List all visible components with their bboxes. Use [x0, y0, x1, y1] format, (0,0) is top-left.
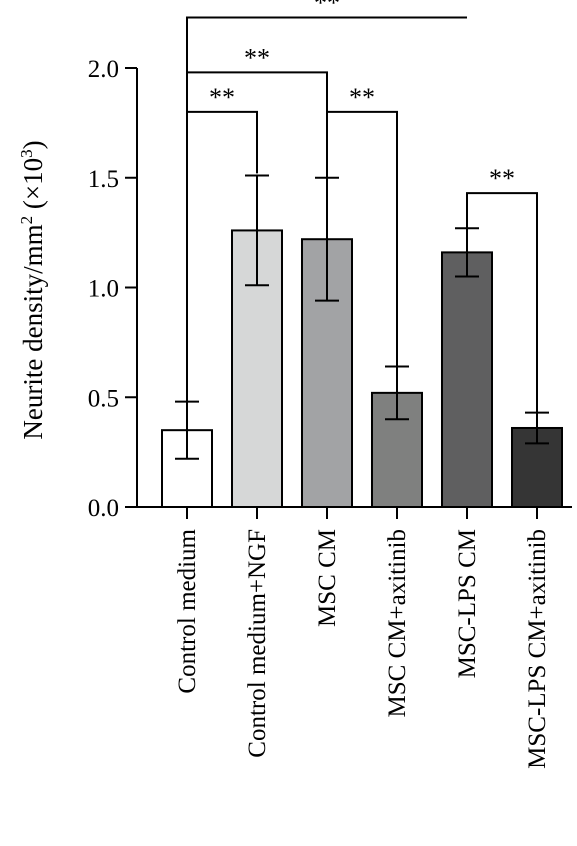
y-tick-label: 0.0: [88, 495, 119, 522]
significance-bracket: [186, 110, 258, 402]
significance-label: **: [489, 164, 515, 193]
significance-label: **: [209, 83, 235, 112]
category-label: Control medium+NGF: [244, 529, 271, 758]
significance-bracket: [186, 71, 328, 117]
y-tick-label: 0.5: [88, 385, 119, 412]
significance-label: **: [244, 43, 270, 72]
bar: [441, 251, 493, 508]
category-label: MSC-LPS CM: [454, 529, 481, 678]
category-label: MSC CM+axitinib: [384, 529, 411, 717]
significance-label: **: [314, 0, 340, 18]
significance-bracket: [186, 16, 467, 73]
plot-area: 0.0 0.5 1.0 1.5 2.0 Control medium Control med…: [88, 0, 572, 769]
significance-bracket: [326, 110, 398, 367]
category-label: Control medium: [174, 528, 201, 693]
y-axis-label: Neurite density/mm2 (×103): [17, 140, 48, 439]
y-axis-label-text: Neurite density/mm2 (×103): [17, 140, 48, 439]
significance-bracket: [466, 192, 538, 413]
y-tick-label: 1.5: [88, 166, 119, 193]
category-label: MSC CM: [314, 529, 341, 627]
y-tick-label: 2.0: [88, 56, 119, 83]
y-tick-label: 1.0: [88, 276, 119, 303]
significance-label: **: [349, 83, 375, 112]
category-label: MSC-LPS CM+axitinib: [524, 529, 551, 769]
